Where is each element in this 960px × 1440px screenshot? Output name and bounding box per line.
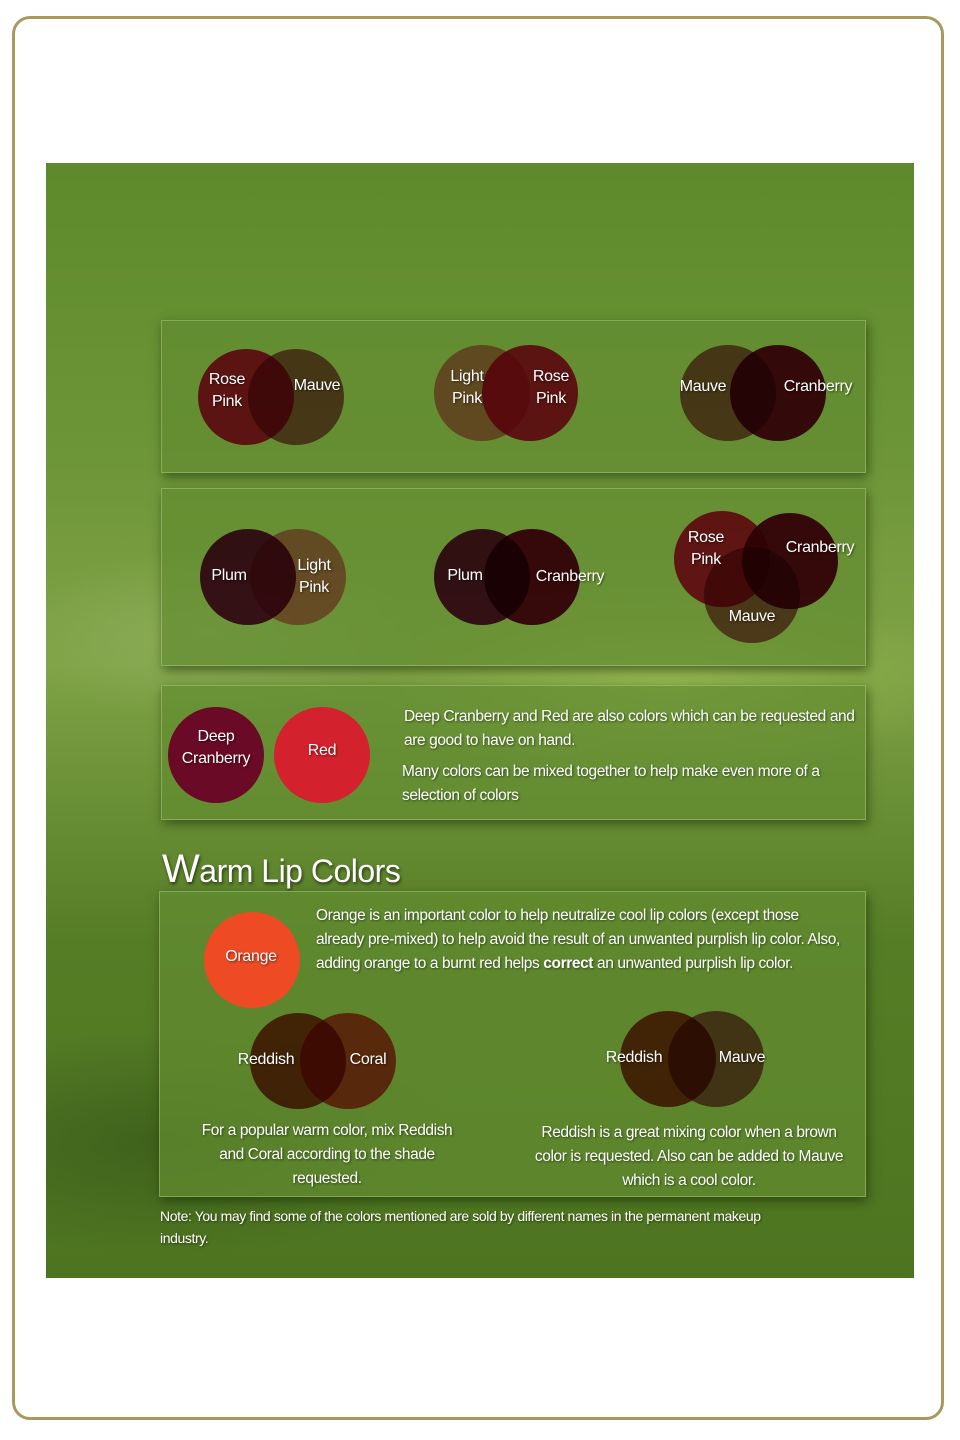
label-rose-pink: Rose Pink xyxy=(532,368,570,407)
swatch-mauve xyxy=(248,349,344,445)
swatch-orange xyxy=(204,912,300,1008)
label-mauve: Mauve xyxy=(718,1049,766,1066)
swatch-rose-pink xyxy=(482,345,578,441)
orange-text-2: an unwanted purplish lip color. xyxy=(593,955,794,972)
document-page: Rose Pink Mauve Light Pink Rose Pink Mau… xyxy=(46,163,914,1278)
label-orange: Orange xyxy=(225,948,277,965)
orange-text-bold: correct xyxy=(543,955,594,972)
label-reddish: Reddish xyxy=(237,1051,295,1068)
label-light-pink: Light Pink xyxy=(450,368,484,407)
swatch-coral xyxy=(300,1013,396,1109)
swatch-deep-cranberry xyxy=(168,707,264,803)
label-plum: Plum xyxy=(447,567,483,584)
swatch-cranberry xyxy=(730,345,826,441)
label-coral: Coral xyxy=(349,1051,387,1068)
label-cranberry: Cranberry xyxy=(535,568,605,585)
label-mauve: Mauve xyxy=(293,377,341,394)
label-red: Red xyxy=(307,742,337,759)
label-cranberry: Cranberry xyxy=(783,378,853,395)
swatch-red xyxy=(274,707,370,803)
warm-lip-colors-heading: Warm Lip Colors xyxy=(162,847,401,892)
orange-text-1: Orange is an important color to help neu… xyxy=(316,907,840,972)
swatch-cranberry xyxy=(484,529,580,625)
label-light-pink: Light Pink xyxy=(297,557,331,596)
reddish-mauve-caption: Reddish is a great mixing color when a b… xyxy=(534,1124,844,1189)
label-rose-pink: Rose Pink xyxy=(687,529,725,568)
label-deep-cranberry: Deep Cranberry xyxy=(181,728,251,767)
note-text: Note: You may find some of the colors me… xyxy=(160,1208,761,1246)
label-reddish: Reddish xyxy=(605,1049,663,1066)
label-rose-pink: Rose Pink xyxy=(208,371,246,410)
label-mauve: Mauve xyxy=(679,378,727,395)
swatch-mauve xyxy=(668,1011,764,1107)
reddish-coral-caption: For a popular warm color, mix Reddish an… xyxy=(201,1122,453,1187)
extra-colors-text: Deep Cranberry and Red are also colors w… xyxy=(404,708,855,749)
swatch-mauve xyxy=(704,547,800,643)
orange-description: Orange is an important color to help neu… xyxy=(316,904,850,976)
mixing-text: Many colors can be mixed together to hel… xyxy=(402,763,820,804)
heading-rest: arm Lip Colors xyxy=(199,853,401,889)
heading-initial: W xyxy=(162,847,200,891)
swatch-light-pink xyxy=(250,529,346,625)
label-plum: Plum xyxy=(211,567,247,584)
label-cranberry: Cranberry xyxy=(785,539,855,556)
label-mauve: Mauve xyxy=(728,608,776,625)
